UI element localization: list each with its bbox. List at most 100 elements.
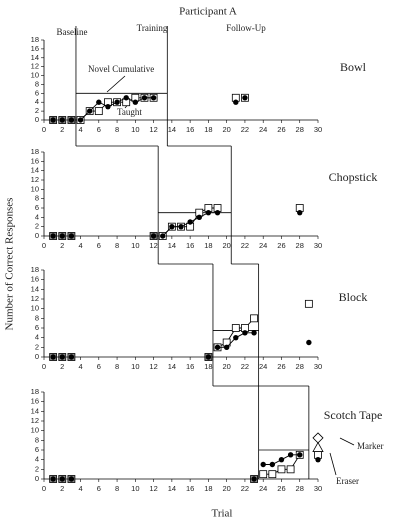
- y-axis-label: Number of Correct Responses: [4, 198, 16, 331]
- y-tick-label: 16: [31, 275, 39, 284]
- data-point: [94, 107, 103, 116]
- x-tick-label: 4: [78, 241, 82, 250]
- x-tick-label: 16: [186, 484, 194, 493]
- x-tick-label: 22: [241, 125, 249, 134]
- panel-title: Bowl: [339, 60, 366, 74]
- annotation-arrow: [106, 75, 126, 93]
- data-point: [205, 354, 212, 360]
- data-point: [242, 330, 248, 336]
- y-tick-label: 10: [31, 426, 39, 435]
- data-point: [50, 476, 56, 482]
- annotation: Taught: [117, 107, 142, 117]
- x-tick-label: 14: [168, 241, 176, 250]
- data-point: [86, 108, 93, 114]
- annotation: Novel Cumulative: [88, 64, 154, 74]
- x-tick-label: 22: [241, 241, 249, 250]
- x-tick-label: 10: [131, 484, 139, 493]
- x-tick-label: 20: [222, 484, 230, 493]
- x-tick-label: 0: [42, 484, 46, 493]
- data-point: [68, 233, 75, 239]
- y-tick-label: 4: [35, 455, 39, 464]
- x-tick-label: 12: [149, 484, 157, 493]
- data-point: [251, 330, 257, 336]
- x-tick-label: 18: [204, 125, 212, 134]
- phase-label: Training: [137, 23, 168, 33]
- data-point: [297, 209, 303, 216]
- x-axis-label: Trial: [212, 508, 233, 520]
- y-tick-label: 14: [31, 284, 39, 293]
- data-point: [306, 339, 312, 346]
- data-point: [205, 209, 212, 216]
- x-tick-label: 24: [259, 362, 267, 371]
- data-point: [315, 456, 321, 463]
- x-tick-label: 20: [222, 125, 230, 134]
- data-point: [150, 95, 157, 101]
- annotation-arrow: [329, 452, 337, 476]
- x-tick-label: 0: [42, 241, 46, 250]
- y-tick-label: 10: [31, 304, 39, 313]
- data-point: [59, 117, 65, 123]
- y-tick-label: 12: [31, 294, 39, 303]
- y-tick-label: 4: [35, 212, 39, 221]
- y-tick-label: 6: [35, 203, 39, 212]
- panel-title: Scotch Tape: [323, 408, 383, 422]
- x-tick-label: 10: [131, 362, 139, 371]
- x-tick-label: 12: [149, 241, 157, 250]
- data-point: [277, 465, 286, 474]
- y-tick-label: 2: [35, 342, 39, 351]
- x-tick-label: 20: [222, 362, 230, 371]
- y-tick-label: 10: [31, 71, 39, 80]
- data-point: [132, 99, 139, 105]
- x-tick-label: 14: [168, 484, 176, 493]
- data-point: [114, 99, 120, 105]
- x-tick-label: 6: [97, 241, 101, 250]
- x-tick-label: 30: [314, 362, 322, 371]
- data-point: [169, 223, 175, 230]
- data-point: [123, 95, 129, 101]
- y-tick-label: 2: [35, 106, 39, 115]
- y-tick-label: 12: [31, 416, 39, 425]
- x-tick-label: 14: [168, 125, 176, 134]
- data-point: [233, 334, 239, 341]
- y-tick-label: 16: [31, 44, 39, 53]
- x-tick-label: 26: [277, 484, 285, 493]
- x-tick-label: 22: [241, 362, 249, 371]
- x-tick-label: 30: [314, 125, 322, 134]
- x-tick-label: 4: [78, 484, 82, 493]
- x-tick-label: 30: [314, 241, 322, 250]
- data-point: [214, 209, 221, 216]
- data-point: [233, 99, 239, 105]
- y-tick-label: 18: [31, 35, 39, 44]
- data-point: [178, 223, 184, 230]
- data-point: [68, 117, 75, 123]
- data-point: [68, 476, 75, 482]
- data-point: [214, 344, 221, 351]
- x-tick-label: 12: [149, 125, 157, 134]
- y-tick-label: 18: [31, 387, 39, 396]
- y-tick-label: 8: [35, 79, 39, 88]
- data-point: [50, 117, 56, 123]
- y-tick-label: 18: [31, 265, 39, 274]
- data-point: [312, 441, 324, 452]
- data-point: [260, 461, 266, 468]
- data-point: [160, 233, 166, 239]
- x-tick-label: 26: [277, 241, 285, 250]
- x-tick-label: 28: [296, 484, 304, 493]
- data-point: [304, 299, 313, 308]
- x-tick-label: 24: [259, 484, 267, 493]
- y-tick-label: 4: [35, 333, 39, 342]
- annotation: Marker: [357, 441, 384, 451]
- x-tick-label: 16: [186, 241, 194, 250]
- y-tick-label: 12: [31, 62, 39, 71]
- y-tick-label: 6: [35, 88, 39, 97]
- x-tick-label: 18: [204, 484, 212, 493]
- x-tick-label: 28: [296, 241, 304, 250]
- data-point: [250, 314, 258, 323]
- data-point: [278, 456, 285, 463]
- x-tick-label: 4: [78, 125, 82, 134]
- data-point: [77, 117, 84, 123]
- x-tick-label: 6: [97, 125, 101, 134]
- y-tick-label: 0: [35, 115, 39, 124]
- x-tick-label: 24: [259, 241, 267, 250]
